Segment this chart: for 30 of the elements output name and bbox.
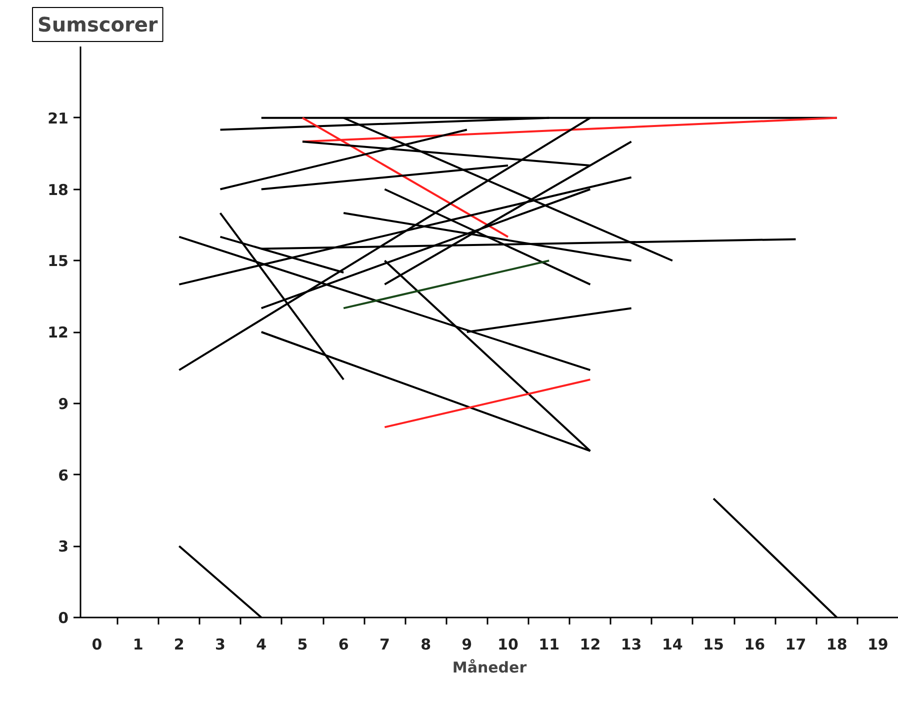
x-tick-label: 9	[462, 636, 472, 654]
x-tick-label: 4	[256, 636, 267, 654]
x-tick-label: 11	[538, 636, 560, 654]
x-tick-label: 1	[132, 636, 144, 654]
x-tick-label: 6	[338, 636, 349, 654]
y-tick-label: 12	[48, 324, 68, 342]
x-tick-label: 5	[297, 636, 308, 654]
x-tick-label: 8	[420, 636, 432, 654]
x-tick-label: 0	[92, 636, 102, 654]
y-tick-label: 0	[58, 609, 68, 627]
x-tick-label: 17	[785, 636, 806, 654]
x-tick-label: 15	[703, 636, 724, 654]
y-tick-label: 15	[48, 252, 68, 270]
x-tick-label: 18	[826, 636, 848, 654]
x-tick-label: 19	[868, 636, 888, 654]
x-tick-label: 7	[379, 636, 390, 654]
x-tick-label: 13	[620, 636, 642, 654]
y-axis-title: Sumscorer	[38, 12, 158, 36]
x-tick-label: 12	[580, 636, 601, 654]
y-tick-label: 3	[58, 538, 68, 556]
y-tick-label: 9	[58, 394, 68, 413]
x-axis-title: Måneder	[452, 658, 528, 676]
y-tick-label: 6	[58, 466, 68, 484]
y-tick-label: 18	[48, 180, 68, 199]
x-tick-label: 2	[174, 636, 184, 654]
y-tick-label: 21	[48, 109, 68, 128]
x-tick-label: 14	[662, 636, 683, 654]
x-tick-label: 3	[215, 636, 226, 654]
x-tick-label: 16	[744, 636, 766, 654]
x-tick-label: 10	[498, 636, 518, 654]
